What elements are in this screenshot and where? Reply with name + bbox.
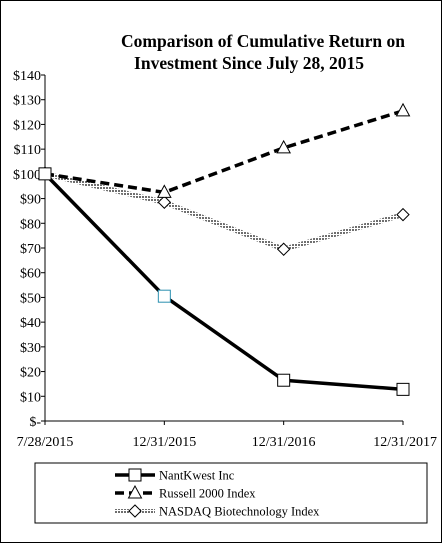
y-tick-label: $120 [13,118,41,133]
series-0 [38,167,410,396]
y-tick-label: $20 [20,366,41,381]
square-marker [128,468,142,482]
x-tick-label: 7/28/2015 [17,435,74,450]
triangle-marker [156,184,172,198]
series-layer [37,102,411,396]
series-1 [37,102,411,198]
series-line [44,171,404,252]
y-tick-label: $10 [20,390,41,405]
axes: $- $10 $20 $30 $40 $50 $60 $70 $80 $90 $100 $110 $12… [13,69,437,450]
legend-label: NASDAQ Biotechnology Index [159,505,320,519]
y-tick-label: $- [29,415,41,430]
square-marker [157,289,171,303]
square-marker [277,373,291,387]
legend-label: NantKwest Inc [159,469,235,483]
triangle-marker [127,484,143,499]
chart-title-line-1: Comparison of Cumulative Return on [121,31,405,51]
chart-title-line-2: Investment Since July 28, 2015 [134,53,364,73]
y-tick-label: $100 [13,168,41,183]
diamond-marker [157,195,172,209]
series-line [43,172,404,392]
y-tick-label: $30 [20,341,41,356]
diamond-marker [396,207,410,222]
triangle-marker [395,102,411,117]
legend: NantKwest Inc Russell 2000 Index NASDAQ Bi… [34,462,428,524]
series-line [44,109,404,195]
legend-label: Russell 2000 Index [159,487,256,501]
triangle-marker [276,139,292,154]
y-tick-label: $50 [20,291,41,306]
square-marker [38,167,52,181]
y-tick-label: $130 [13,94,41,109]
y-tick-label: $60 [20,267,41,282]
y-tick-label: $90 [20,193,41,208]
diamond-marker [128,504,142,518]
x-tick-label: 12/31/2016 [252,435,316,450]
square-marker [396,382,410,396]
y-tick-label: $140 [13,69,41,84]
x-tick-label: 12/31/2015 [132,435,196,450]
y-tick-label: $110 [14,143,41,158]
legend-box [34,462,428,524]
y-tick-label: $80 [20,217,41,232]
y-tick-label: $40 [20,316,41,331]
x-tick-label: 12/31/2017 [373,435,437,450]
diamond-marker [276,242,291,256]
y-tick-label: $70 [20,242,41,257]
